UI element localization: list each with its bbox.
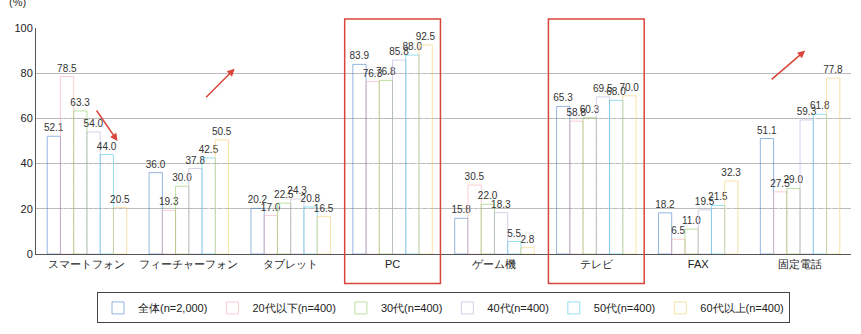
svg-text:54.0: 54.0: [84, 118, 104, 129]
svg-text:(%): (%): [9, 0, 26, 8]
svg-text:フィーチャーフォン: フィーチャーフォン: [139, 258, 238, 270]
svg-text:61.8: 61.8: [810, 100, 830, 111]
svg-text:50.5: 50.5: [212, 126, 232, 137]
svg-text:51.1: 51.1: [757, 125, 777, 136]
svg-text:6.5: 6.5: [671, 225, 685, 236]
svg-text:70.0: 70.0: [619, 82, 639, 93]
svg-text:58.8: 58.8: [566, 107, 586, 118]
svg-text:21.5: 21.5: [708, 191, 728, 202]
svg-text:27.5: 27.5: [770, 178, 790, 189]
svg-text:全体(n=2,000): 全体(n=2,000): [138, 302, 207, 314]
svg-text:30代(n=400): 30代(n=400): [381, 302, 442, 314]
svg-text:20.5: 20.5: [110, 194, 130, 205]
svg-text:77.8: 77.8: [823, 64, 843, 75]
svg-text:17.0: 17.0: [261, 202, 281, 213]
svg-text:18.3: 18.3: [491, 199, 511, 210]
svg-text:20.2: 20.2: [248, 194, 268, 205]
svg-text:76.3: 76.3: [363, 68, 383, 79]
svg-text:FAX: FAX: [688, 258, 709, 270]
svg-text:30.5: 30.5: [465, 171, 485, 182]
svg-text:59.3: 59.3: [797, 106, 817, 117]
svg-text:20: 20: [21, 203, 33, 215]
svg-text:78.5: 78.5: [57, 63, 77, 74]
svg-text:80: 80: [21, 67, 33, 79]
svg-text:30.0: 30.0: [172, 172, 192, 183]
svg-text:40: 40: [21, 157, 33, 169]
svg-text:15.8: 15.8: [451, 204, 471, 215]
svg-text:60.3: 60.3: [580, 104, 600, 115]
svg-text:タブレット: タブレット: [263, 258, 318, 270]
svg-text:44.0: 44.0: [97, 141, 117, 152]
svg-text:19.3: 19.3: [159, 196, 179, 207]
svg-text:24.3: 24.3: [287, 185, 307, 196]
svg-text:85.8: 85.8: [389, 46, 409, 57]
svg-text:92.5: 92.5: [416, 31, 436, 42]
svg-text:0: 0: [27, 248, 33, 260]
svg-text:18.2: 18.2: [655, 199, 675, 210]
svg-text:68.0: 68.0: [606, 86, 626, 97]
svg-text:50代(n=400): 50代(n=400): [594, 302, 655, 314]
svg-text:88.0: 88.0: [402, 41, 422, 52]
svg-text:5.5: 5.5: [507, 228, 521, 239]
svg-text:37.8: 37.8: [185, 155, 205, 166]
svg-text:2.8: 2.8: [520, 234, 534, 245]
svg-text:63.3: 63.3: [70, 97, 90, 108]
svg-text:19.5: 19.5: [695, 196, 715, 207]
svg-text:60代以上(n=400): 60代以上(n=400): [700, 302, 783, 314]
svg-text:16.5: 16.5: [314, 203, 334, 214]
svg-text:テレビ: テレビ: [580, 258, 614, 270]
svg-text:固定電話: 固定電話: [778, 258, 822, 270]
svg-text:スマートフォン: スマートフォン: [48, 258, 125, 270]
svg-text:83.9: 83.9: [350, 50, 370, 61]
svg-text:11.0: 11.0: [682, 215, 701, 226]
svg-text:100: 100: [14, 22, 32, 34]
svg-text:29.0: 29.0: [783, 174, 803, 185]
svg-text:40代(n=400): 40代(n=400): [487, 302, 548, 314]
svg-text:52.1: 52.1: [44, 122, 64, 133]
svg-text:22.0: 22.0: [478, 190, 498, 201]
svg-text:69.5: 69.5: [593, 83, 613, 94]
svg-text:22.5: 22.5: [274, 189, 294, 200]
svg-text:ゲーム機: ゲーム機: [472, 258, 516, 270]
svg-text:60: 60: [21, 112, 33, 124]
svg-text:32.3: 32.3: [721, 167, 741, 178]
svg-text:PC: PC: [385, 258, 400, 270]
svg-text:76.8: 76.8: [376, 66, 396, 77]
svg-text:20代以下(n=400): 20代以下(n=400): [252, 302, 335, 314]
svg-text:36.0: 36.0: [146, 159, 166, 170]
svg-text:65.3: 65.3: [553, 92, 573, 103]
svg-text:42.5: 42.5: [199, 144, 219, 155]
svg-text:20.8: 20.8: [301, 193, 321, 204]
